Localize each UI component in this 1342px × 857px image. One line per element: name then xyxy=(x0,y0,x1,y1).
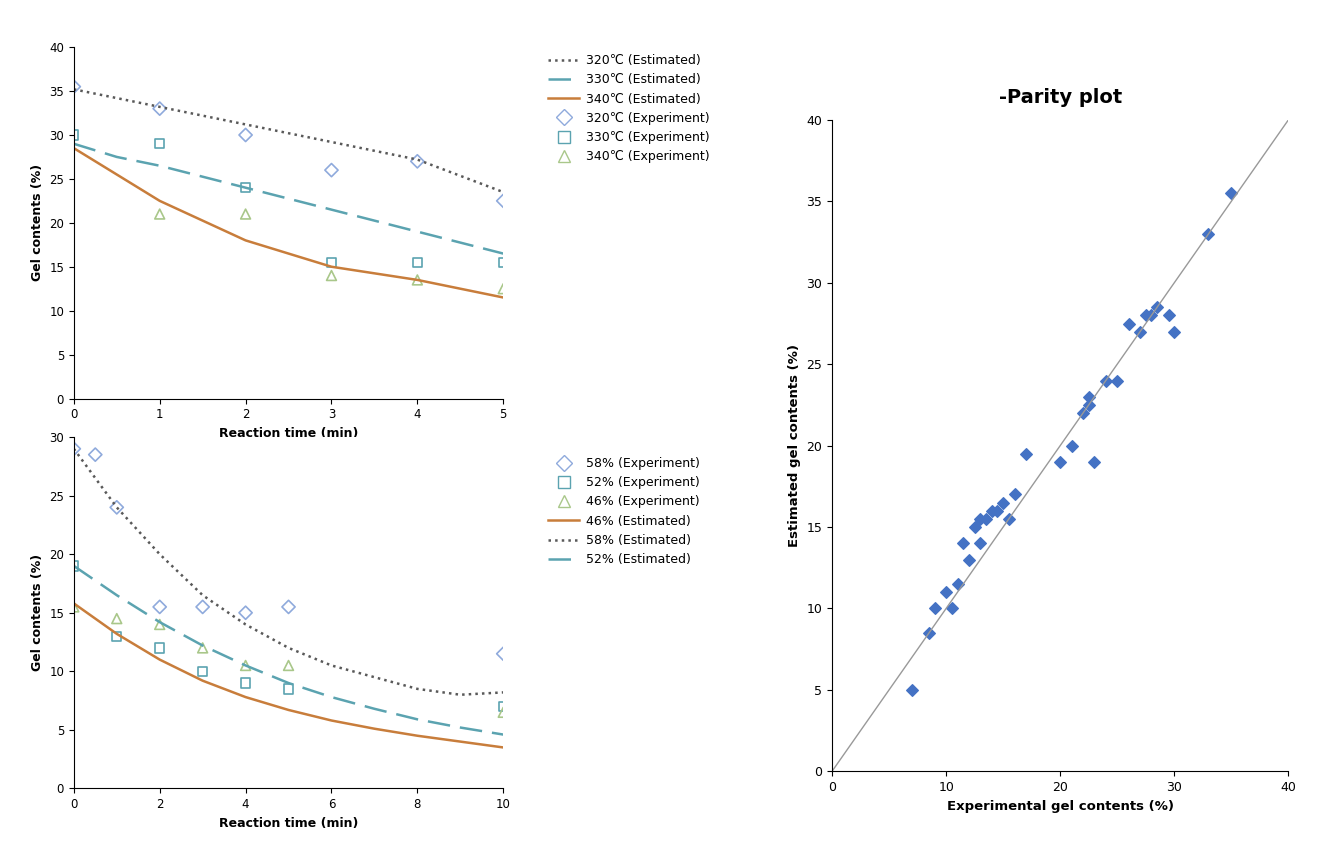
Point xyxy=(192,600,213,614)
Point xyxy=(1083,455,1104,469)
X-axis label: Reaction time (min): Reaction time (min) xyxy=(219,817,358,830)
Point xyxy=(964,520,985,534)
Point xyxy=(235,676,256,690)
Point xyxy=(1078,399,1099,412)
Point xyxy=(235,207,256,221)
Point xyxy=(493,699,514,713)
Point xyxy=(235,606,256,620)
Point xyxy=(986,504,1008,518)
Point xyxy=(493,194,514,207)
Point xyxy=(407,255,428,269)
Point xyxy=(1106,374,1127,387)
Point xyxy=(106,629,127,643)
Point xyxy=(902,683,923,697)
Point xyxy=(969,536,990,550)
Point xyxy=(493,647,514,661)
Point xyxy=(63,442,85,456)
Point xyxy=(63,600,85,614)
Point xyxy=(321,269,342,283)
Y-axis label: Estimated gel contents (%): Estimated gel contents (%) xyxy=(788,345,801,547)
Point xyxy=(953,536,974,550)
Point xyxy=(1146,301,1168,315)
Point xyxy=(998,512,1020,526)
Point xyxy=(106,612,127,626)
Point xyxy=(981,504,1002,518)
Point xyxy=(106,500,127,514)
Point xyxy=(493,705,514,719)
Point xyxy=(1130,325,1151,339)
Point xyxy=(149,618,170,632)
Title: -Parity plot: -Parity plot xyxy=(998,88,1122,107)
Point xyxy=(192,641,213,655)
Y-axis label: Gel contents (%): Gel contents (%) xyxy=(31,554,44,671)
Point xyxy=(935,585,957,599)
Point xyxy=(235,181,256,195)
Point xyxy=(1158,309,1180,322)
Point xyxy=(1135,309,1157,322)
Point xyxy=(321,164,342,177)
Point xyxy=(63,559,85,572)
Point xyxy=(946,578,968,591)
Point xyxy=(1004,488,1025,501)
X-axis label: Reaction time (min): Reaction time (min) xyxy=(219,427,358,440)
Point xyxy=(407,273,428,287)
Point xyxy=(969,512,990,526)
Point xyxy=(992,495,1015,509)
Point xyxy=(149,600,170,614)
X-axis label: Experimental gel contents (%): Experimental gel contents (%) xyxy=(946,800,1174,812)
Y-axis label: Gel contents (%): Gel contents (%) xyxy=(31,165,44,281)
Point xyxy=(1072,406,1094,420)
Point xyxy=(278,600,299,614)
Point xyxy=(1095,374,1117,387)
Point xyxy=(192,664,213,678)
Point xyxy=(1141,309,1162,322)
Point xyxy=(149,207,170,221)
Point xyxy=(1118,317,1139,331)
Point xyxy=(407,154,428,168)
Point xyxy=(1197,227,1219,241)
Legend: 58% (Experiment), 52% (Experiment), 46% (Experiment), 46% (Estimated), 58% (Esti: 58% (Experiment), 52% (Experiment), 46% … xyxy=(544,452,705,571)
Point xyxy=(321,255,342,269)
Point xyxy=(1060,439,1082,452)
Legend: 320℃ (Estimated), 330℃ (Estimated), 340℃ (Estimated), 320℃ (Experiment), 330℃ (E: 320℃ (Estimated), 330℃ (Estimated), 340℃… xyxy=(544,49,714,168)
Point xyxy=(235,129,256,142)
Point xyxy=(235,658,256,672)
Point xyxy=(941,602,962,615)
Point xyxy=(63,129,85,142)
Point xyxy=(278,682,299,696)
Point xyxy=(918,626,939,639)
Point xyxy=(278,658,299,672)
Point xyxy=(85,447,106,461)
Point xyxy=(149,641,170,655)
Point xyxy=(958,553,980,566)
Point xyxy=(1049,455,1071,469)
Point xyxy=(1016,447,1037,461)
Point xyxy=(1164,325,1185,339)
Point xyxy=(493,255,514,269)
Point xyxy=(1078,390,1099,404)
Point xyxy=(63,80,85,93)
Point xyxy=(976,512,997,526)
Point xyxy=(493,282,514,296)
Point xyxy=(1220,187,1241,201)
Point xyxy=(149,102,170,116)
Point xyxy=(149,137,170,151)
Point xyxy=(923,602,945,615)
